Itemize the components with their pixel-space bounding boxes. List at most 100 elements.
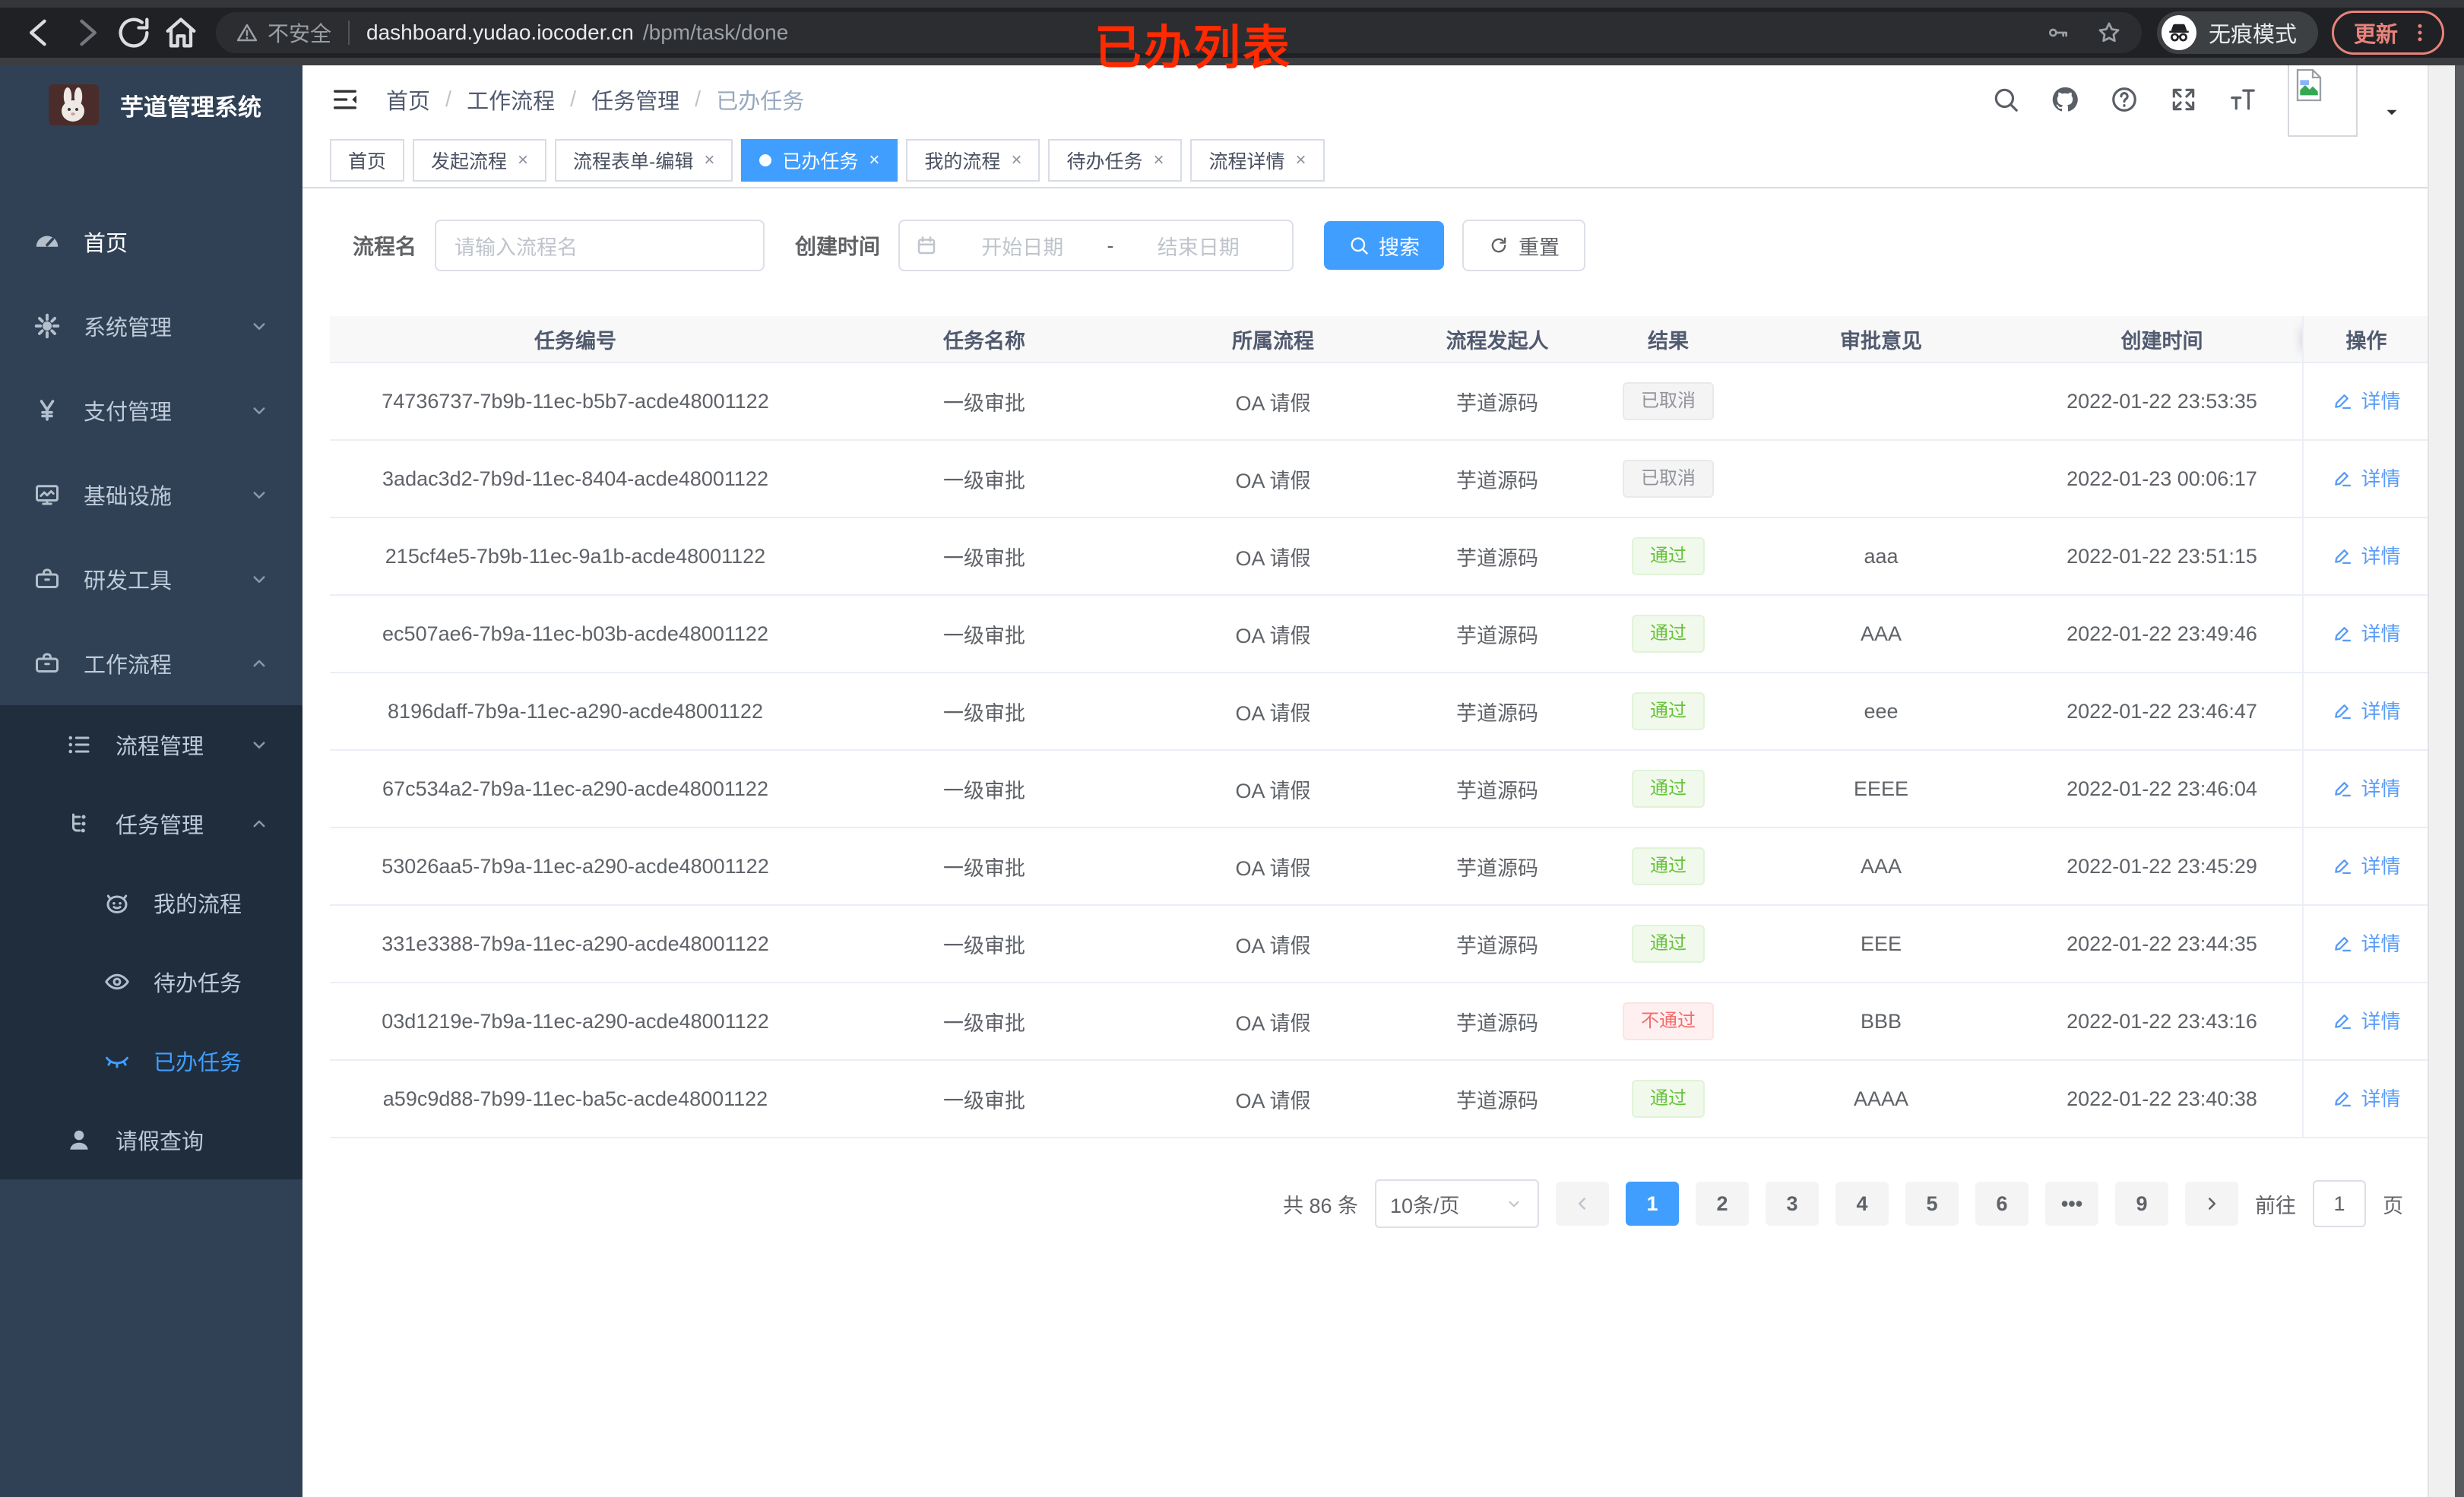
update-label: 更新 bbox=[2353, 23, 2398, 47]
close-icon[interactable]: × bbox=[869, 150, 880, 170]
update-button[interactable]: 更新 bbox=[2331, 11, 2444, 55]
page-size-select[interactable]: 10条/页 bbox=[1375, 1179, 1539, 1228]
sidebar-item-todo-tasks[interactable]: 待办任务 bbox=[0, 942, 302, 1021]
tab-home[interactable]: 首页 bbox=[330, 139, 405, 182]
next-page-button[interactable] bbox=[2185, 1182, 2238, 1226]
address-bar[interactable]: 不安全 dashboard.yudao.iocoder.cn/bpm/task/… bbox=[216, 12, 2142, 53]
status-badge: 不通过 bbox=[1623, 1002, 1714, 1041]
date-range-input[interactable]: 开始日期 - 结束日期 bbox=[898, 220, 1294, 271]
tab-process-detail[interactable]: 流程详情 × bbox=[1190, 139, 1325, 182]
tree-icon bbox=[65, 731, 93, 758]
sidebar-item-task-mgmt[interactable]: 任务管理 bbox=[0, 784, 302, 863]
process-cell: OA 请假 bbox=[1148, 517, 1398, 596]
table-row: 53026aa5-7b9a-11ec-a290-acde48001122 一级审批… bbox=[330, 828, 2429, 906]
status-badge: 通过 bbox=[1632, 1079, 1705, 1119]
incognito-icon bbox=[2165, 19, 2193, 46]
action-cell: 详情 bbox=[2302, 517, 2429, 596]
page-button[interactable]: 1 bbox=[1626, 1182, 1679, 1226]
close-icon[interactable]: × bbox=[704, 150, 715, 170]
created-time-cell: 2022-01-22 23:46:04 bbox=[2022, 750, 2303, 828]
process-cell: OA 请假 bbox=[1148, 440, 1398, 518]
fullscreen-icon[interactable] bbox=[2169, 85, 2198, 114]
home-icon[interactable] bbox=[161, 13, 201, 52]
comment-cell: AAA bbox=[1740, 595, 2022, 673]
sidebar-item-done-tasks[interactable]: 已办任务 bbox=[0, 1021, 302, 1100]
page-button[interactable]: 3 bbox=[1766, 1182, 1819, 1226]
sidebar-item-system-mgmt[interactable]: 系统管理 bbox=[0, 283, 302, 368]
page-button[interactable]: 2 bbox=[1696, 1182, 1749, 1226]
page-scrollbar[interactable] bbox=[2428, 65, 2455, 1497]
page-button[interactable]: 6 bbox=[1975, 1182, 2029, 1226]
detail-link[interactable]: 详情 bbox=[2332, 1006, 2401, 1034]
tab-form-edit[interactable]: 流程表单-编辑 × bbox=[555, 139, 733, 182]
task-id-cell: ec507ae6-7b9a-11ec-b03b-acde48001122 bbox=[330, 595, 821, 673]
back-icon[interactable] bbox=[20, 13, 59, 52]
detail-link[interactable]: 详情 bbox=[2332, 929, 2401, 957]
process-name-placeholder: 请输入流程名 bbox=[454, 236, 578, 259]
breadcrumb-item[interactable]: 首页 bbox=[386, 90, 431, 114]
page-button[interactable]: 9 bbox=[2115, 1182, 2168, 1226]
font-size-icon[interactable] bbox=[2228, 85, 2257, 114]
pager-ellipsis[interactable]: ••• bbox=[2045, 1182, 2098, 1226]
star-icon[interactable] bbox=[2096, 20, 2122, 46]
close-icon[interactable]: × bbox=[1153, 150, 1164, 170]
search-button[interactable]: 搜索 bbox=[1324, 221, 1445, 270]
detail-link[interactable]: 详情 bbox=[2332, 696, 2401, 724]
sidebar-item-payment-mgmt[interactable]: 支付管理 bbox=[0, 368, 302, 452]
sidebar-item-dev-tools[interactable]: 研发工具 bbox=[0, 536, 302, 621]
arrow-right-icon bbox=[2202, 1194, 2222, 1214]
breadcrumb-item[interactable]: 任务管理 bbox=[591, 90, 680, 114]
sidebar-item-leave-query[interactable]: 请假查询 bbox=[0, 1100, 302, 1179]
close-icon[interactable]: × bbox=[1295, 150, 1306, 170]
action-cell: 详情 bbox=[2302, 440, 2429, 518]
avatar[interactable] bbox=[2288, 62, 2358, 137]
kebab-menu-icon[interactable] bbox=[2409, 21, 2431, 44]
detail-link[interactable]: 详情 bbox=[2332, 541, 2401, 569]
app-logo-row[interactable]: 芋道管理系统 bbox=[0, 65, 302, 144]
detail-link[interactable]: 详情 bbox=[2332, 851, 2401, 879]
sidebar-item-process-mgmt[interactable]: 流程管理 bbox=[0, 705, 302, 784]
prev-page-button[interactable] bbox=[1556, 1182, 1609, 1226]
sidebar-menu: 首页系统管理支付管理 基础设施 研发工具 工作流程 流程管理 任务管理 我的流程 待办任务 已办… bbox=[0, 199, 302, 1179]
table-row: 67c534a2-7b9a-11ec-a290-acde48001122 一级审批… bbox=[330, 750, 2429, 828]
goto-label: 前往 bbox=[2255, 1194, 2296, 1217]
process-cell: OA 请假 bbox=[1148, 905, 1398, 983]
detail-link[interactable]: 详情 bbox=[2332, 619, 2401, 647]
reload-icon[interactable] bbox=[114, 13, 154, 52]
sidebar-item-home[interactable]: 首页 bbox=[0, 199, 302, 283]
reset-button[interactable]: 重置 bbox=[1462, 220, 1586, 271]
process-name-input[interactable]: 请输入流程名 bbox=[435, 220, 765, 271]
column-header: 审批意见 bbox=[1740, 316, 2022, 363]
page-button[interactable]: 4 bbox=[1835, 1182, 1889, 1226]
detail-link[interactable]: 详情 bbox=[2332, 464, 2401, 492]
sidebar-collapse-icon[interactable] bbox=[330, 84, 360, 115]
result-cell: 不通过 bbox=[1596, 983, 1740, 1061]
key-icon[interactable] bbox=[2046, 21, 2070, 45]
page-button[interactable]: 5 bbox=[1905, 1182, 1959, 1226]
goto-page-input[interactable]: 1 bbox=[2313, 1180, 2366, 1227]
github-icon[interactable] bbox=[2051, 85, 2079, 114]
sidebar-item-infrastructure[interactable]: 基础设施 bbox=[0, 452, 302, 536]
sidebar-item-workflow[interactable]: 工作流程 bbox=[0, 621, 302, 705]
help-icon[interactable] bbox=[2110, 85, 2139, 114]
close-icon[interactable]: × bbox=[1011, 150, 1022, 170]
breadcrumb-item[interactable]: 工作流程 bbox=[467, 90, 556, 114]
close-icon[interactable]: × bbox=[518, 150, 529, 170]
task-id-cell: 67c534a2-7b9a-11ec-a290-acde48001122 bbox=[330, 750, 821, 828]
forward-icon[interactable] bbox=[67, 13, 106, 52]
tab-start-process[interactable]: 发起流程 × bbox=[413, 139, 547, 182]
tab-label: 发起流程 bbox=[431, 151, 508, 172]
breadcrumb-separator: / bbox=[695, 87, 702, 112]
goto-suffix: 页 bbox=[2383, 1194, 2403, 1217]
sidebar-item-label: 系统管理 bbox=[84, 315, 173, 340]
search-icon[interactable] bbox=[1991, 85, 2020, 114]
sidebar-item-my-process[interactable]: 我的流程 bbox=[0, 863, 302, 942]
detail-link[interactable]: 详情 bbox=[2332, 1084, 2401, 1112]
detail-link[interactable]: 详情 bbox=[2332, 774, 2401, 802]
tab-done-tasks[interactable]: 已办任务 × bbox=[741, 139, 898, 182]
column-header: 流程发起人 bbox=[1398, 316, 1596, 363]
detail-link[interactable]: 详情 bbox=[2332, 386, 2401, 414]
tab-todo-tasks[interactable]: 待办任务 × bbox=[1048, 139, 1183, 182]
caret-down-icon[interactable] bbox=[2382, 103, 2402, 122]
tab-my-process[interactable]: 我的流程 × bbox=[906, 139, 1040, 182]
